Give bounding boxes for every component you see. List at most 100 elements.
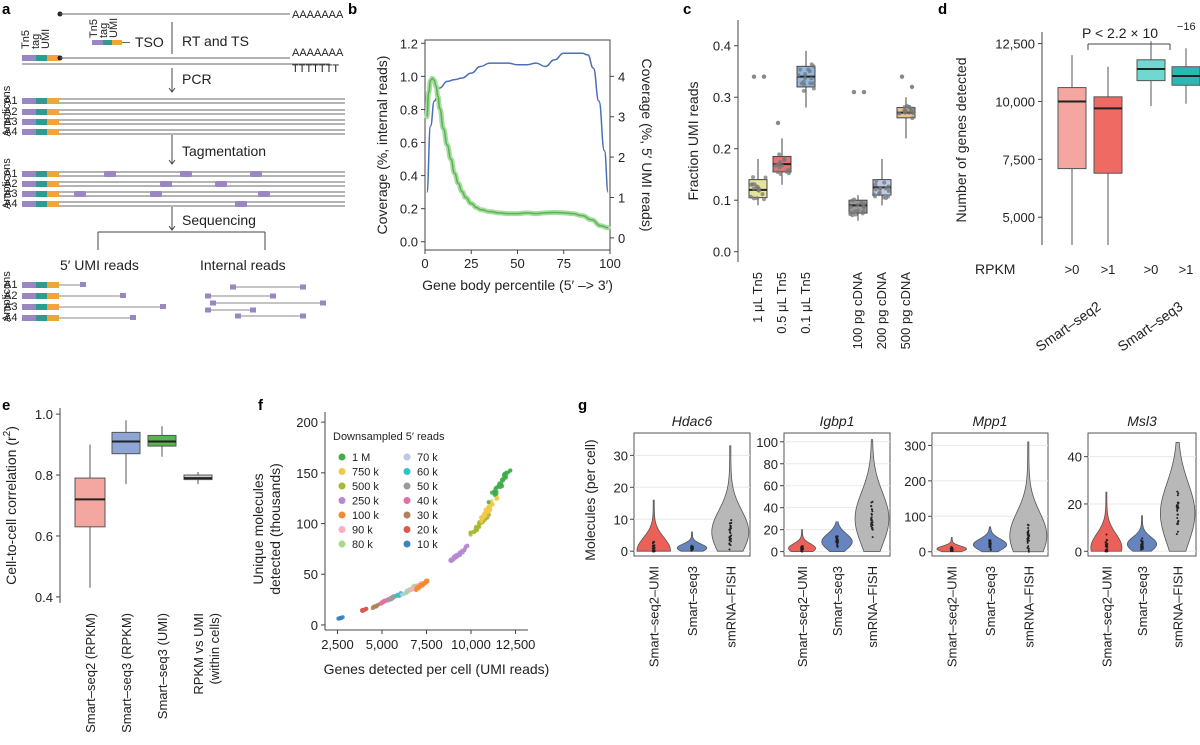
- ytick-label: 0.4: [400, 169, 418, 184]
- violin-0: [1090, 491, 1123, 552]
- tagm-amp-3-tag: [36, 201, 47, 207]
- box-2-point: [808, 81, 813, 86]
- category-label-0: 1 μL Tn5: [750, 272, 765, 323]
- box-0-point: [751, 186, 756, 191]
- legend-entry-8: 60 k: [417, 467, 438, 479]
- point-250k: [449, 558, 454, 563]
- ytick-label: 10,000: [995, 94, 1035, 109]
- ytick-label: 20: [1068, 497, 1082, 512]
- ytick-label: 12,500: [995, 37, 1035, 52]
- violin-2-point: [1176, 509, 1179, 512]
- ytick-label: 0.6: [400, 136, 418, 151]
- violin-2-point: [1027, 524, 1030, 527]
- pcr-amp-1-tn5: [22, 109, 36, 115]
- legend-marker-10: [403, 497, 411, 504]
- pcr-amp-0-tag: [36, 98, 47, 104]
- ytick-label: 50: [304, 567, 318, 582]
- group-label-smartseq2: Smart–seq2: [1033, 298, 1104, 355]
- step-sequencing: Sequencing: [182, 212, 256, 228]
- category-label-1: Smart–seq3: [830, 566, 845, 636]
- box-3-point: [855, 208, 860, 213]
- internal-read-start-3: [205, 307, 211, 313]
- tagm-amp-3-umi: [47, 201, 59, 207]
- ytick-label: 20: [764, 523, 778, 538]
- tso-tag-block: [103, 40, 112, 45]
- violin-1-point: [1141, 544, 1144, 547]
- point-750k: [480, 514, 485, 519]
- violin-1-point: [691, 547, 694, 550]
- category-label-1: Smart–seq3: [1135, 566, 1150, 636]
- tn5-insert-3: [160, 181, 172, 187]
- legend-entry-4: 100 k: [352, 510, 379, 522]
- panel-label-c: c: [683, 1, 691, 18]
- box-5-point: [897, 111, 902, 116]
- y-axis-label-text: Cell-to-cell correlation (r: [3, 436, 19, 585]
- violin-2-point: [870, 521, 873, 524]
- umi-read-end-0: [80, 282, 86, 287]
- legend-marker-2: [338, 482, 346, 490]
- series-line-1: [426, 77, 609, 229]
- box-1-point: [775, 170, 780, 175]
- legend-entry-9: 50 k: [417, 481, 438, 493]
- box-2-point: [811, 86, 816, 91]
- xtick-label: 12,500: [496, 637, 536, 652]
- rt-poly-a: AAAAAAA: [292, 47, 344, 59]
- x-axis-label: Genes detected per cell (UMI reads): [324, 661, 550, 677]
- violin-2-point: [1176, 530, 1179, 533]
- y-axis-label-sup: 2: [2, 430, 13, 436]
- violin-2-point: [729, 531, 732, 534]
- violin-2-point: [1175, 533, 1178, 536]
- box-5-point: [910, 116, 915, 121]
- ytick-label: 60: [764, 479, 778, 494]
- point-10k: [340, 615, 345, 620]
- pcr-amp-0-tn5: [22, 98, 36, 104]
- rpkm-label: RPKM: [975, 261, 1015, 277]
- ytick-label: 200: [904, 474, 926, 489]
- violin-0-point: [653, 546, 656, 549]
- box-2-point: [796, 73, 801, 78]
- box-4-point: [876, 192, 881, 197]
- seq-name-3: A4: [4, 312, 17, 324]
- box-1-point: [773, 163, 778, 168]
- umi-read-end-1: [120, 293, 126, 298]
- pcr-amp-2-umi: [47, 119, 59, 125]
- y2tick-label: 1: [618, 191, 625, 206]
- point-100k: [418, 584, 423, 589]
- y-axis-label: Unique molecules: [250, 473, 266, 584]
- violin-1-point: [1140, 543, 1143, 546]
- seq-amp-1-tn5: [22, 293, 36, 299]
- box-0-box: [1057, 87, 1087, 170]
- violin-2-point: [870, 519, 873, 522]
- violin-2-point: [1176, 508, 1179, 511]
- category-label-5: 500 pg cDNA: [898, 272, 913, 350]
- tagm-amp-0-tag: [36, 171, 47, 177]
- gene-title: Hdac6: [672, 413, 713, 429]
- box-2-point: [811, 81, 816, 86]
- point-100k: [414, 585, 419, 590]
- panel-a-schematic: AAAAAAATn5tagUMITn5tagUMITSOAAAAAAATTTTT…: [1, 9, 345, 324]
- violin-2-point: [1176, 516, 1179, 519]
- legend-entry-1: 750 k: [352, 467, 379, 479]
- x-axis-label: Gene body percentile (5′ –> 3′): [422, 277, 613, 293]
- violin-2-point: [870, 513, 873, 516]
- pcr-name-0: A1: [4, 95, 17, 107]
- category-label-3: RPKM vs UMI: [191, 613, 206, 695]
- violin-2-point: [1176, 523, 1179, 526]
- violin-2: [711, 445, 750, 552]
- violin-0-point: [800, 546, 803, 549]
- ytick-label: 1.0: [400, 69, 418, 84]
- tagm-amp-1-umi: [47, 181, 59, 187]
- legend-entry-11: 30 k: [417, 510, 438, 522]
- violin-2-point: [729, 544, 732, 547]
- tagm-amp-1-tn5: [22, 181, 36, 187]
- box-4-point: [886, 184, 891, 189]
- rt-construct-umi: [47, 55, 59, 61]
- violin-0-point: [801, 545, 804, 548]
- rpkm-category-2: >0: [1144, 262, 1159, 277]
- violin-1-point: [988, 545, 991, 548]
- poly-a-tail: AAAAAAA: [292, 9, 344, 21]
- panel-d-chart: 5,000 7,500 10,000 12,500 Number of genes de…: [953, 21, 1200, 354]
- violin-2: [1009, 441, 1048, 553]
- ytick-label: 40: [764, 501, 778, 516]
- violin-2: [1159, 442, 1196, 552]
